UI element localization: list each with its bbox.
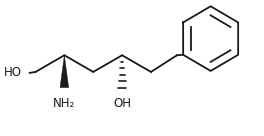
Polygon shape xyxy=(60,55,69,88)
Text: OH: OH xyxy=(113,97,131,110)
Text: NH₂: NH₂ xyxy=(53,97,76,110)
Text: HO: HO xyxy=(4,66,22,79)
